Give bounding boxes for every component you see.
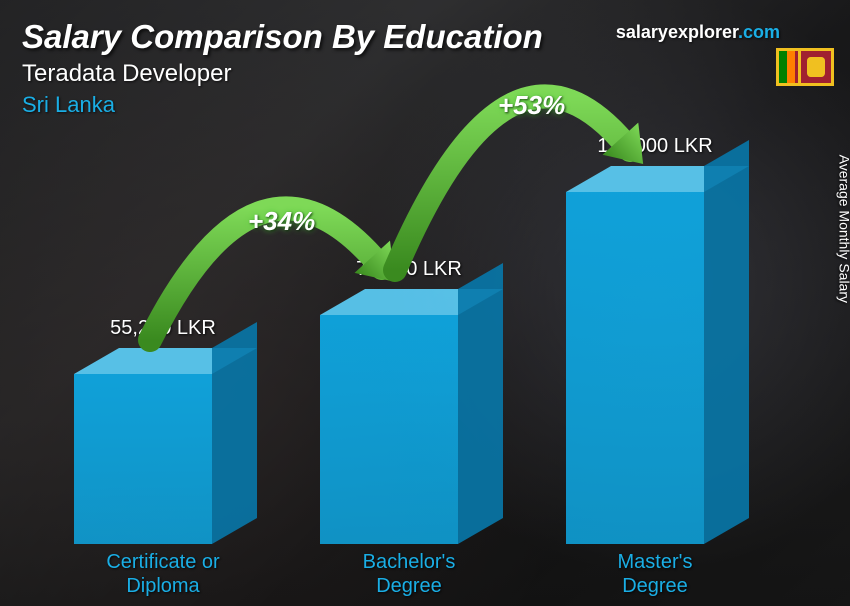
increase-arrow-1 [0,0,850,606]
chart-area: 55,200 LKRCertificate orDiploma74,200 LK… [0,0,850,606]
increase-pct-1: +53% [498,90,565,121]
